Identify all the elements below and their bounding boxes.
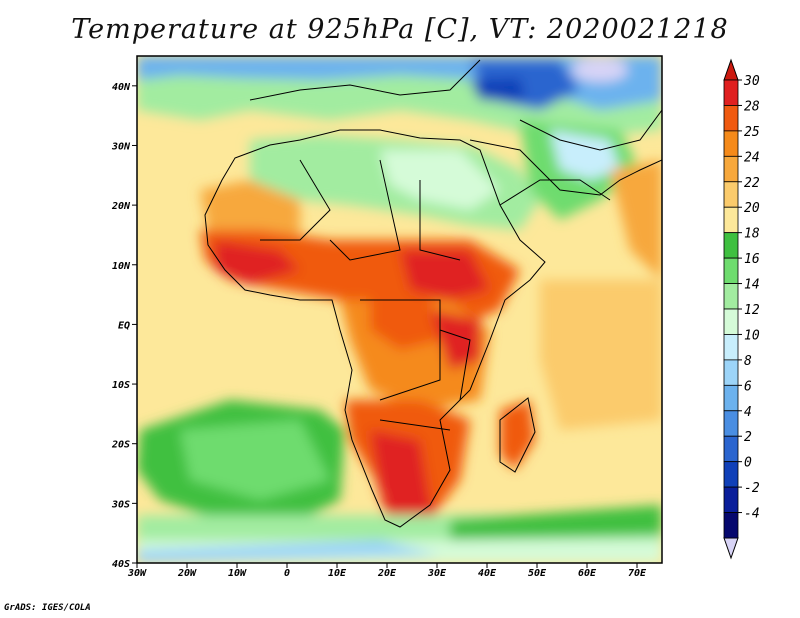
colorbar-label: 18 (744, 227, 760, 242)
colorbar-label: 10 (744, 328, 760, 343)
coastlines (204, 59, 662, 528)
colorbar-swatch (723, 461, 739, 488)
colorbar-label: 22 (744, 176, 760, 191)
colorbar-swatch (723, 155, 739, 183)
x-tick-label: 40E (478, 568, 497, 579)
colorbar-label: 4 (744, 405, 752, 420)
colorbar-top-arrow (723, 58, 739, 81)
y-tick-label: 30N (111, 141, 131, 152)
y-tick-label: 20S (111, 440, 130, 451)
x-tick-label: 50E (528, 568, 547, 579)
x-tick-label: 10W (228, 568, 247, 579)
y-axis: 40N 30N 20N 10N EQ 10S 20S 30S 40S (111, 82, 137, 570)
colorbar-swatch (723, 410, 739, 437)
y-tick-label: 40N (112, 82, 131, 93)
colorbar-swatch (723, 181, 739, 208)
y-tick-label: 20N (111, 201, 131, 212)
x-tick-label: 10E (328, 568, 347, 579)
colorbar-swatch (723, 257, 739, 284)
colorbar-swatch (723, 435, 739, 463)
y-tick-label: 10S (112, 380, 130, 391)
colorbar-label: 24 (744, 150, 760, 165)
colorbar-swatch (723, 384, 739, 412)
colorbar-swatch (723, 308, 739, 335)
y-tick-label: 30S (111, 499, 130, 510)
x-axis: 30W 20W 10W 0 10E 20E 30E 40E 50E 60E 70E (127, 563, 647, 579)
plot-frame (136, 55, 663, 564)
colorbar-label: -2 (744, 481, 760, 496)
colorbar-label: 6 (744, 379, 752, 394)
colorbar-swatch (723, 486, 739, 513)
colorbar-swatch (723, 105, 739, 132)
colorbar-swatch (723, 79, 739, 106)
x-tick-label: 60E (578, 568, 597, 579)
colorbar-label: 20 (744, 201, 760, 216)
grads-credit: GrADS: IGES/COLA (4, 603, 91, 613)
colorbar-label: 28 (744, 99, 760, 114)
colorbar-label: 0 (744, 456, 752, 471)
x-tick-label: 20E (377, 568, 397, 579)
colorbar-bottom-arrow (723, 537, 739, 560)
x-tick-label: 30E (427, 568, 447, 579)
y-tick-label: 10N (112, 261, 131, 272)
colorbar-swatch (723, 512, 739, 539)
x-tick-label: 30W (127, 568, 147, 579)
colorbar-label: 8 (744, 354, 752, 369)
colorbar-label: 30 (743, 74, 760, 89)
y-tick-label: EQ (118, 320, 130, 331)
colorbar-swatch (723, 359, 739, 386)
x-tick-label: 20W (177, 568, 197, 579)
chart-title: Temperature at 925hPa [C], VT: 202002121… (71, 14, 729, 45)
colorbar-label: 16 (744, 252, 760, 267)
x-tick-label: 0 (284, 568, 290, 579)
colorbar-swatch (723, 130, 739, 157)
temperature-field (137, 56, 662, 563)
colorbar-swatch (723, 334, 739, 361)
y-tick-label: 40S (112, 559, 130, 570)
colorbar-label: 12 (744, 303, 760, 318)
colorbar-swatch (723, 283, 739, 310)
colorbar-label: 14 (744, 278, 760, 293)
colorbar-label: 2 (744, 430, 752, 445)
colorbar-swatch (723, 232, 739, 259)
colorbar-swatch (723, 206, 739, 234)
colorbar-label: 25 (744, 125, 760, 140)
x-tick-label: 70E (628, 568, 647, 579)
colorbar-label: -4 (744, 507, 760, 522)
